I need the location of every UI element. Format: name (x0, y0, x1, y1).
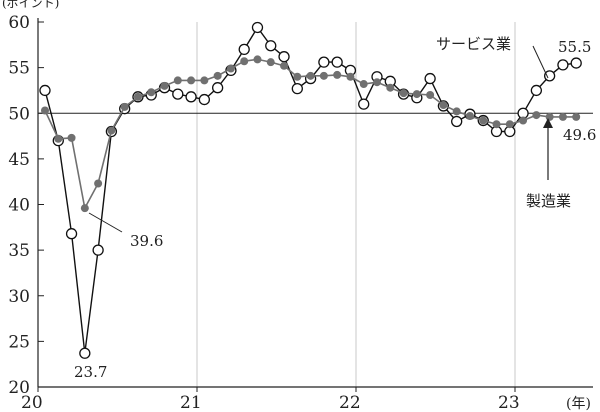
leader-service (532, 45, 549, 79)
manufacturing-point (226, 64, 235, 73)
manufacturing-point (41, 106, 49, 115)
x-axis-unit: (年) (566, 396, 591, 412)
y-tick-label: 45 (8, 150, 30, 170)
service-point (543, 70, 556, 82)
y-tick-label: 20 (8, 378, 30, 398)
manufacturing-point (107, 126, 116, 135)
x-tick-label: 21 (180, 393, 202, 412)
manufacturing-point (120, 102, 129, 111)
manufacturing-point (67, 133, 76, 142)
service-point (65, 228, 78, 240)
y-tick-label: 35 (8, 241, 30, 261)
manufacturing-point (439, 101, 448, 110)
manufacturing-point (80, 204, 89, 213)
service-point (238, 43, 250, 56)
service-point (557, 59, 569, 71)
manufacturing-point (147, 88, 156, 97)
service-point (570, 57, 582, 69)
x-tick-label: 23 (498, 393, 520, 412)
manufacturing-point (452, 107, 461, 116)
manufacturing-point (505, 120, 514, 129)
service-point (451, 115, 463, 128)
series-layer (39, 21, 582, 359)
manufacturing-point (492, 120, 501, 129)
service-point (211, 82, 224, 94)
y-tick-label: 25 (8, 332, 30, 352)
y-tick-label: 30 (8, 287, 30, 307)
manufacturing-point (572, 112, 581, 121)
annotation-manufacturing-last: 49.6 (563, 126, 596, 144)
x-tick-label: 20 (21, 393, 43, 412)
manufacturing-point (94, 179, 103, 188)
y-tick-label: 60 (8, 13, 30, 33)
manufacturing-point (293, 72, 302, 81)
manufacturing-point (240, 57, 249, 66)
manufacturing-point (465, 111, 474, 120)
axes (37, 18, 593, 392)
service-point (331, 56, 343, 68)
manufacturing-point (373, 78, 381, 87)
service-point (172, 88, 184, 100)
manufacturing-point (479, 116, 488, 125)
service-point (251, 21, 264, 34)
service-point (185, 91, 197, 103)
manufacturing-point (346, 72, 355, 81)
tick-labels: 20 21 22 23 20 25 30 35 40 45 50 55 60 (8, 13, 519, 412)
y-tick-label: 50 (8, 104, 30, 124)
y-tick-label: 40 (8, 196, 30, 216)
manufacturing-point (426, 91, 435, 99)
arrow-manufacturing-head (543, 118, 553, 128)
manufacturing-point (306, 71, 315, 80)
manufacturing-point (173, 76, 182, 85)
manufacturing-point (532, 111, 541, 120)
manufacturing-point (333, 70, 342, 79)
service-point (265, 40, 277, 52)
manufacturing-point (319, 71, 328, 80)
manufacturing-point (386, 83, 395, 92)
manufacturing-point (519, 116, 528, 125)
manufacturing-point (200, 76, 209, 85)
service-point (198, 93, 211, 106)
y-axis-unit: (ポイント) (2, 0, 59, 10)
service-point (358, 98, 370, 110)
annotation-manufacturing-min: 39.6 (130, 232, 163, 250)
manufacturing-point (187, 76, 196, 85)
annotation-manufacturing-label: 製造業 (526, 192, 571, 210)
manufacturing-point (133, 92, 142, 101)
manufacturing-point (412, 90, 421, 99)
manufacturing-point (160, 81, 169, 90)
manufacturing-point (558, 112, 567, 121)
service-point (39, 84, 51, 97)
manufacturing-point (54, 134, 63, 143)
manufacturing-point (399, 89, 408, 98)
grid (196, 22, 516, 387)
manufacturing-point (280, 61, 289, 70)
annotation-service-last: 55.5 (558, 38, 591, 56)
leader-manufacturing-min (88, 212, 123, 233)
service-point (318, 56, 330, 68)
service-point (278, 51, 290, 63)
service-point (424, 72, 436, 85)
x-tick-label: 22 (339, 393, 361, 412)
service-point (92, 244, 104, 256)
service-point (530, 84, 543, 97)
y-tick-label: 55 (8, 59, 30, 79)
service-point (291, 82, 303, 95)
manufacturing-point (359, 80, 368, 89)
annotation-service-min: 23.7 (74, 363, 107, 381)
manufacturing-point (213, 71, 222, 80)
service-point (79, 347, 91, 359)
manufacturing-point (545, 112, 554, 121)
manufacturing-point (266, 58, 275, 67)
annotation-service-label: サービス業 (436, 35, 511, 53)
manufacturing-point (253, 55, 262, 64)
